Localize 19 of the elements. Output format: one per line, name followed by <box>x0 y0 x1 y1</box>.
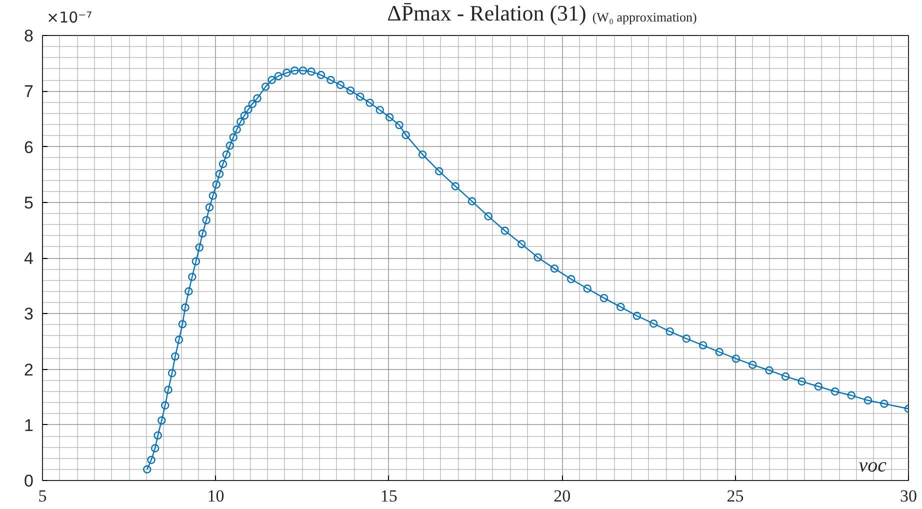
chart-subtitle: (W₀ approximation) <box>592 10 697 24</box>
x-tick-label: 20 <box>554 486 571 506</box>
y-tick-label: 2 <box>24 360 34 380</box>
y-tick-label: 3 <box>24 304 34 324</box>
x-tick-label: 15 <box>380 486 398 506</box>
chart-title: ΔP̄max - Relation (31) <box>387 0 586 26</box>
x-tick-label: 10 <box>207 486 224 506</box>
y-tick-label: 0 <box>24 472 34 490</box>
y-tick-label: 6 <box>24 138 34 157</box>
y-tick-label: 4 <box>24 249 34 268</box>
y-tick-label: 1 <box>24 416 34 435</box>
text: ×10⁻⁷ <box>46 8 92 26</box>
x-tick-label: 25 <box>726 486 744 506</box>
x-tick-label: 30 <box>900 486 917 506</box>
y-tick-label: 8 <box>24 26 34 46</box>
x-tick-label: 5 <box>38 486 47 506</box>
y-tick-label: 7 <box>24 82 34 102</box>
y-tick-label: 5 <box>24 193 34 212</box>
x-axis-title: voc <box>858 454 887 476</box>
